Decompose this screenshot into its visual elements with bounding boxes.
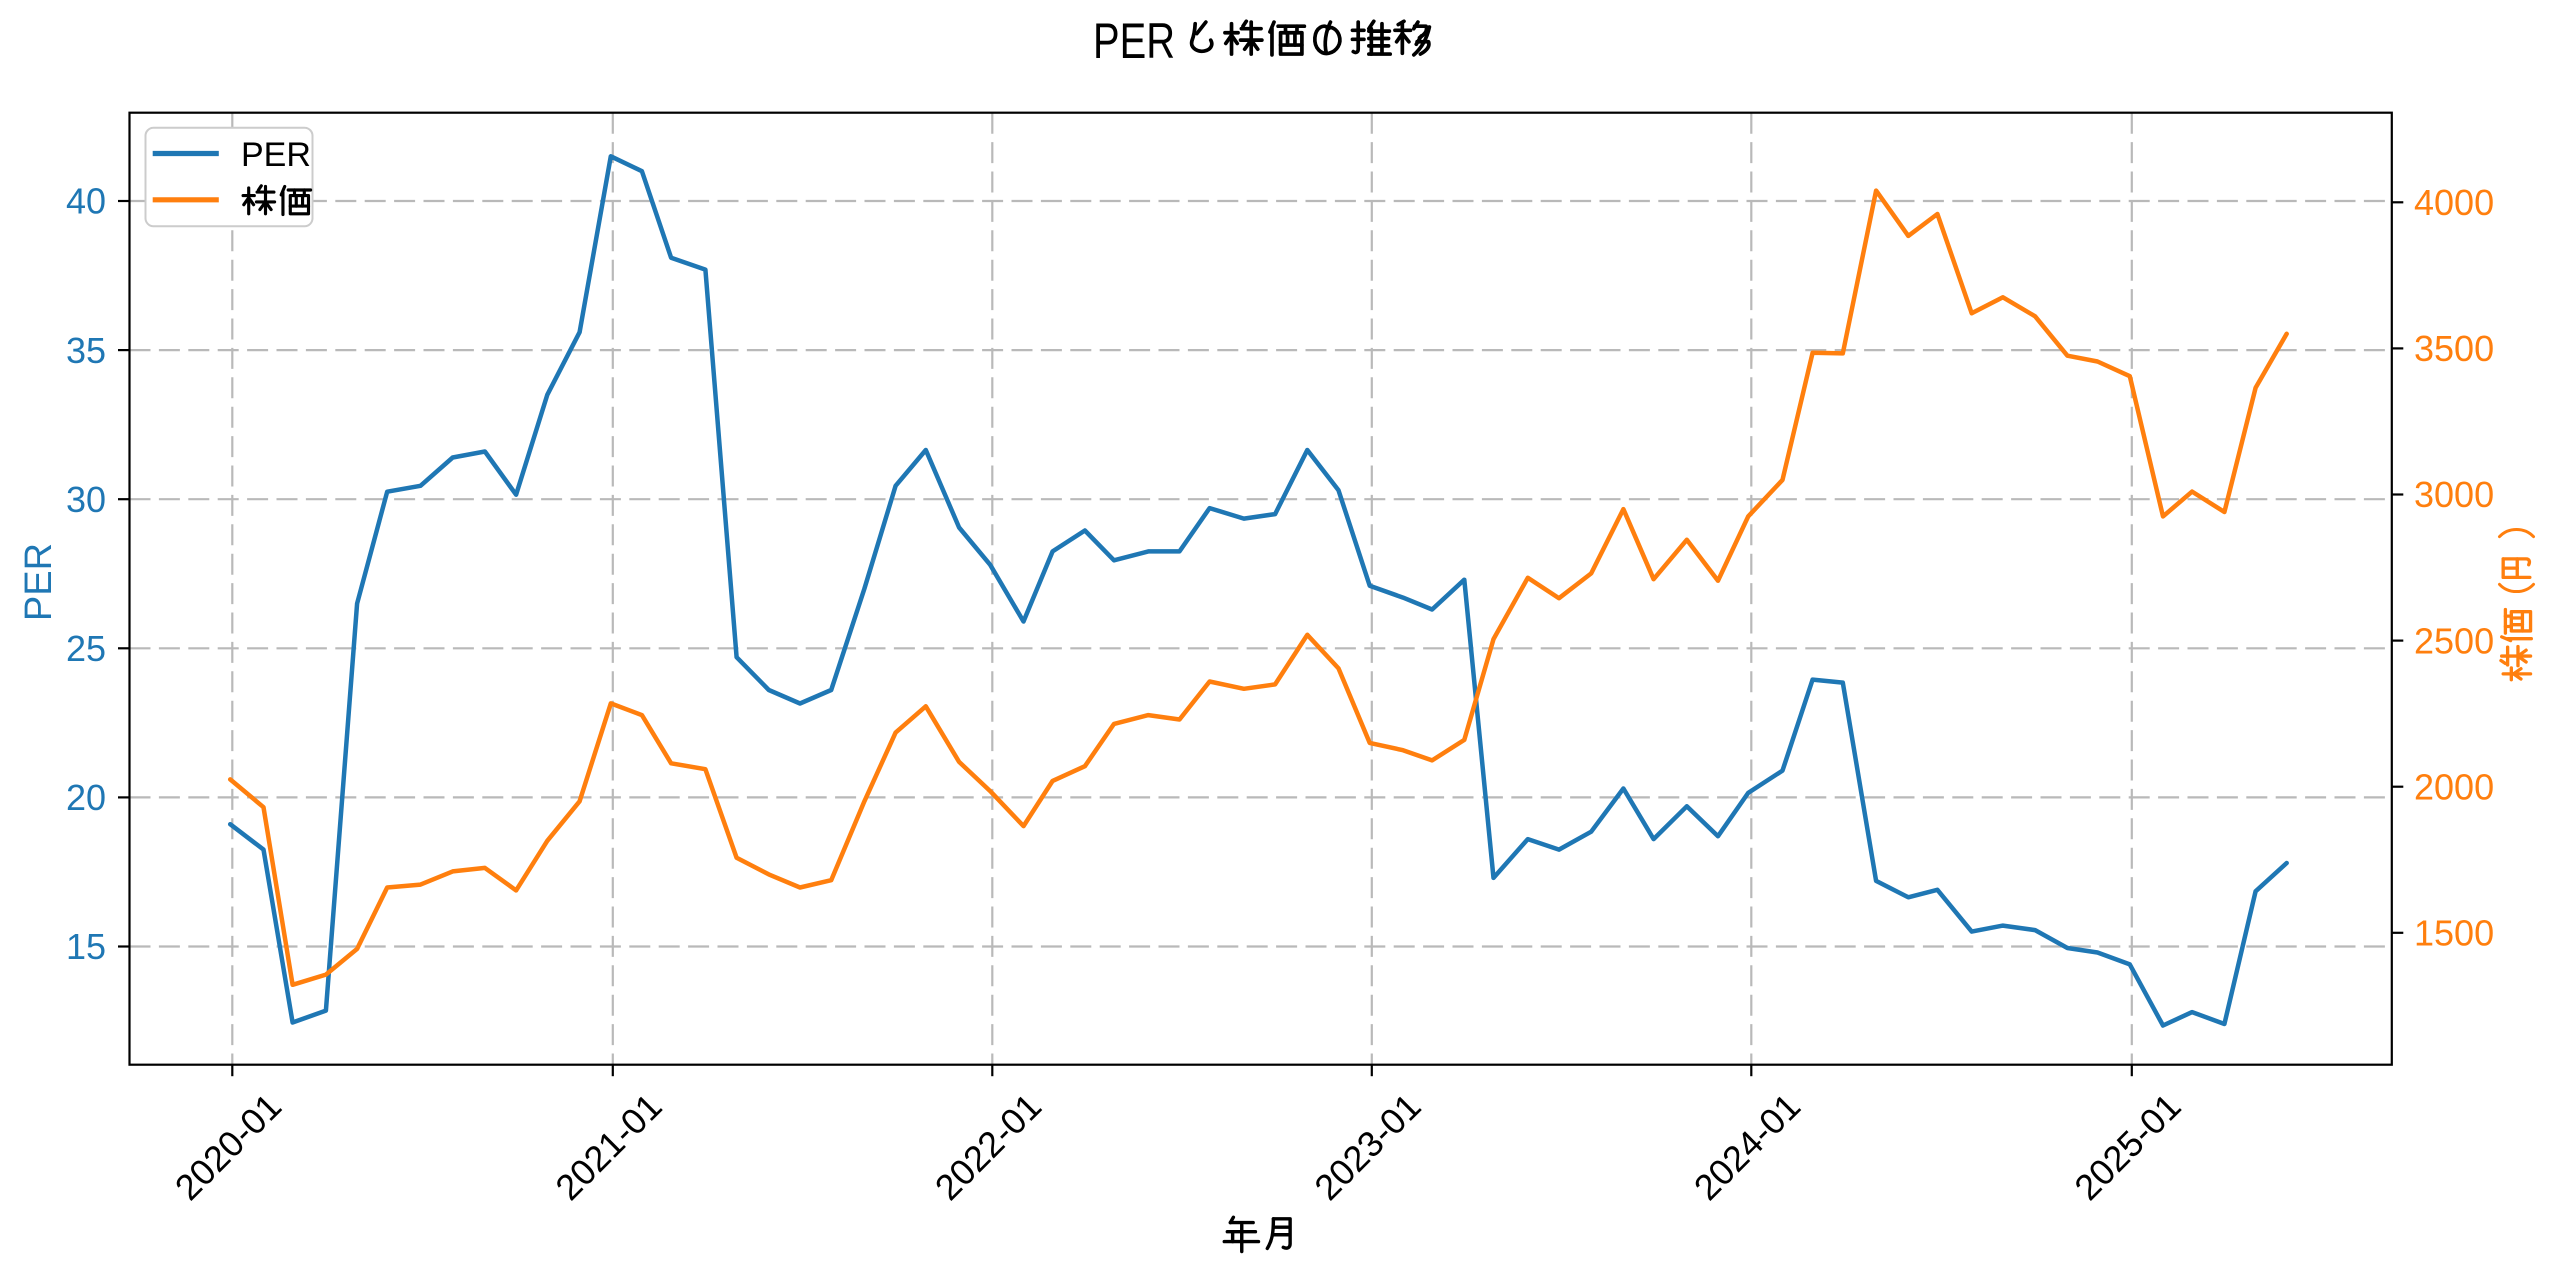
svg-text:40: 40 (66, 181, 106, 222)
svg-text:2000: 2000 (2414, 766, 2494, 807)
svg-text:3500: 3500 (2414, 328, 2494, 369)
svg-text:1500: 1500 (2414, 913, 2494, 954)
svg-text:15: 15 (66, 926, 106, 967)
svg-text:30: 30 (66, 479, 106, 520)
svg-text:20: 20 (66, 777, 106, 818)
svg-text:4000: 4000 (2414, 182, 2494, 223)
svg-text:3000: 3000 (2414, 474, 2494, 515)
svg-text:2500: 2500 (2414, 620, 2494, 661)
svg-text:PER: PER (1093, 13, 1175, 69)
svg-text:PER: PER (241, 136, 311, 174)
svg-text:35: 35 (66, 330, 106, 371)
svg-text:PER: PER (18, 543, 60, 621)
svg-text:25: 25 (66, 628, 106, 669)
